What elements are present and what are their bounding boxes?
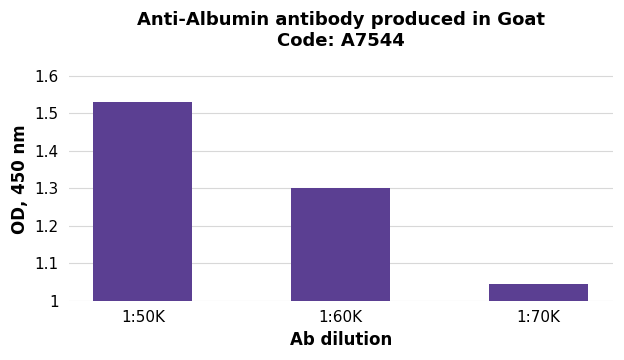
Bar xyxy=(489,284,588,301)
X-axis label: Ab dilution: Ab dilution xyxy=(290,331,392,349)
Title: Anti-Albumin antibody produced in Goat
Code: A7544: Anti-Albumin antibody produced in Goat C… xyxy=(137,11,545,50)
Bar xyxy=(94,102,192,301)
Y-axis label: OD, 450 nm: OD, 450 nm xyxy=(11,124,29,234)
Bar xyxy=(291,188,390,301)
